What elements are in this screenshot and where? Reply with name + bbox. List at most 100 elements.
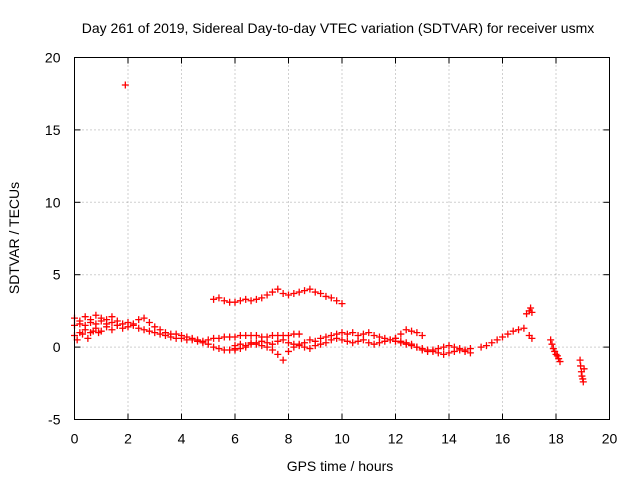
grid-lines — [74, 57, 610, 420]
data-point — [204, 340, 212, 348]
data-point — [354, 337, 362, 345]
data-point — [579, 378, 587, 386]
data-point — [327, 294, 335, 302]
data-point — [242, 343, 250, 351]
data-point — [103, 323, 111, 331]
data-point — [285, 347, 292, 355]
data-point — [274, 350, 282, 358]
y-tick-labels: -5 0 5 10 15 20 — [45, 50, 61, 428]
data-point — [528, 334, 536, 342]
data-point — [215, 345, 223, 353]
data-point — [252, 339, 260, 347]
data-point — [252, 332, 260, 340]
data-point — [151, 323, 159, 331]
data-point — [108, 313, 116, 321]
data-point — [392, 334, 399, 342]
series-track-j — [547, 336, 564, 366]
x-tick-label: 20 — [602, 431, 618, 447]
data-point — [509, 327, 517, 335]
x-tick-label: 10 — [334, 431, 350, 447]
data-point — [258, 337, 266, 345]
data-point — [84, 334, 92, 342]
data-point — [515, 326, 523, 334]
y-tick-label: 20 — [45, 50, 61, 66]
data-point — [285, 291, 292, 299]
data-point — [215, 294, 223, 302]
data-point — [119, 324, 127, 332]
data-point — [311, 288, 319, 296]
data-point — [402, 339, 410, 347]
data-point — [338, 300, 346, 308]
plot-frame — [74, 57, 610, 420]
data-point — [450, 343, 458, 351]
data-point — [365, 339, 373, 347]
data-point — [279, 336, 287, 344]
x-axis-label: GPS time / hours — [287, 458, 394, 474]
data-point — [456, 345, 464, 353]
x-tick-label: 12 — [388, 431, 404, 447]
data-point — [429, 346, 437, 354]
data-point — [199, 339, 207, 347]
data-point — [121, 81, 129, 89]
data-point — [242, 295, 250, 303]
data-point — [92, 311, 100, 319]
data-point — [477, 343, 485, 351]
data-point — [268, 288, 276, 296]
data-point — [333, 297, 341, 305]
data-point — [301, 343, 309, 351]
series-track-f — [231, 334, 474, 355]
data-point — [113, 317, 121, 325]
data-point — [408, 340, 416, 348]
data-point — [397, 337, 405, 345]
data-point — [327, 336, 335, 344]
data-point — [445, 349, 453, 357]
x-tick-label: 8 — [285, 431, 293, 447]
data-point — [349, 339, 357, 347]
series-track-d — [210, 285, 346, 308]
data-point — [306, 345, 314, 353]
data-point — [445, 342, 453, 350]
data-point — [408, 327, 416, 335]
data-point — [311, 342, 319, 350]
series-track-h — [477, 324, 536, 351]
data-point — [274, 285, 282, 293]
data-point — [424, 347, 432, 355]
data-point — [440, 350, 448, 358]
x-tick-label: 2 — [124, 431, 132, 447]
data-point — [317, 340, 325, 348]
data-point — [402, 326, 410, 334]
series-track-e — [231, 329, 474, 364]
chart-title: Day 261 of 2019, Sidereal Day-to-day VTE… — [82, 20, 595, 36]
data-point — [95, 329, 103, 337]
data-point — [183, 333, 191, 341]
data-points — [71, 81, 588, 386]
data-point — [466, 345, 474, 353]
y-tick-label: -5 — [48, 412, 61, 428]
series-track-g — [392, 326, 426, 342]
data-point — [397, 330, 405, 338]
data-point — [338, 336, 346, 344]
data-point — [552, 350, 560, 358]
x-tick-label: 4 — [178, 431, 186, 447]
data-point — [140, 326, 148, 334]
y-tick-label: 5 — [53, 267, 61, 283]
data-point — [236, 297, 244, 305]
data-point — [274, 337, 282, 345]
data-point — [178, 332, 185, 340]
data-point — [247, 340, 255, 348]
data-point — [161, 329, 169, 337]
data-point — [343, 330, 351, 338]
data-point — [381, 337, 389, 345]
data-point — [295, 288, 303, 296]
data-point — [493, 336, 501, 344]
data-point — [79, 330, 87, 338]
data-point — [231, 346, 239, 354]
data-point — [279, 356, 287, 364]
series-track-i — [523, 304, 536, 318]
data-point — [482, 342, 490, 350]
data-point — [220, 297, 228, 305]
data-point — [386, 336, 394, 344]
data-point — [322, 292, 330, 300]
data-point — [413, 343, 421, 351]
data-point — [210, 343, 218, 351]
